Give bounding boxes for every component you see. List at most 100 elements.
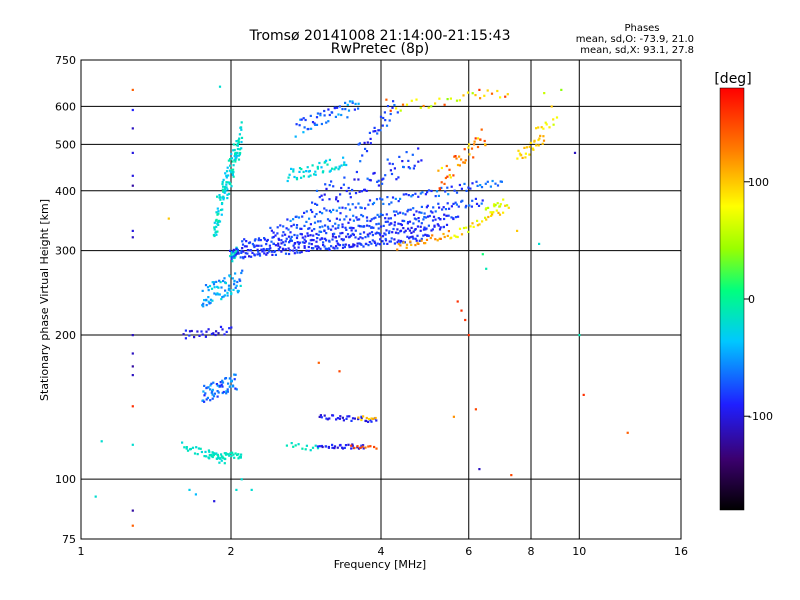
data-point [404,213,407,216]
data-point [223,191,226,194]
data-point [234,255,237,258]
data-point [309,239,312,242]
data-point [239,126,242,129]
data-point [237,251,240,254]
data-point [417,147,420,150]
data-point [220,213,223,216]
data-point [319,414,322,417]
data-point [393,221,396,224]
data-point [221,188,224,191]
data-point [410,243,413,246]
data-point [448,207,451,210]
data-point [203,384,206,387]
phase-stats-o: mean, sd,O: -73.9, 21.0 [576,34,694,45]
data-point [369,445,372,448]
data-point [292,445,295,448]
data-point [293,233,296,237]
data-point [360,213,363,217]
data-point [300,176,303,179]
data-point [232,143,235,146]
data-point [353,417,356,420]
data-point [370,242,373,245]
data-point [478,468,481,471]
data-point [342,156,345,159]
data-point [379,197,382,200]
data-point [224,377,228,380]
data-point [502,198,505,201]
data-point [351,188,354,192]
data-point [343,245,346,249]
data-point [298,124,301,127]
data-point [328,248,331,251]
data-point [540,126,543,129]
data-point [452,174,455,177]
data-point [393,224,396,227]
data-point [328,239,331,242]
data-point [315,123,319,126]
data-point [211,388,214,391]
data-point [397,232,400,235]
data-point [426,191,429,194]
data-point [277,247,280,250]
data-point [423,212,426,215]
data-point [339,212,342,215]
data-point [528,145,531,148]
data-point [442,225,445,228]
data-point [227,192,231,195]
data-point [299,118,302,121]
data-point [424,216,428,219]
data-point [448,168,451,171]
data-point [216,384,219,387]
data-point [220,383,223,386]
data-point [204,284,208,287]
data-point [481,199,484,202]
data-point [225,186,228,189]
data-point [420,237,423,240]
chart-title: Tromsø 20141008 21:14:00-21:15:43 [249,28,511,44]
data-point [328,113,331,117]
data-point [476,219,479,222]
data-point [464,318,467,322]
data-point [385,124,389,127]
data-point [312,234,315,237]
data-point [222,190,225,193]
data-point [378,232,381,235]
data-point [276,226,279,229]
data-point [347,203,350,206]
data-point [425,206,428,209]
data-point [377,227,380,230]
data-point [375,223,378,226]
data-point [245,240,248,243]
data-point [384,239,388,242]
data-point [284,252,288,255]
data-point [382,242,386,245]
data-point [438,187,441,190]
data-point [310,229,314,232]
data-point [373,171,376,175]
data-point [221,379,224,382]
data-point [444,190,447,193]
data-point [397,212,400,215]
data-point [336,417,339,420]
data-point [412,230,415,233]
data-point [219,381,222,384]
phase-stats-x: mean, sd,X: 93.1, 27.8 [580,45,694,56]
data-point [422,228,425,231]
data-point [502,211,505,214]
data-point [301,447,304,450]
data-point [399,229,403,232]
data-point [131,88,134,91]
data-point [315,213,318,216]
data-point [260,248,263,251]
phase-stats-heading: Phases [624,23,659,34]
data-point [224,185,227,189]
y-axis-ticks: 75 100 200 300 400 500 600 750 [55,54,76,546]
data-point [337,243,340,246]
data-point [480,202,483,205]
data-point [404,229,407,232]
data-point [227,159,230,162]
data-point [384,174,387,177]
data-point [444,176,447,180]
data-point [467,334,470,337]
data-point [467,146,470,149]
